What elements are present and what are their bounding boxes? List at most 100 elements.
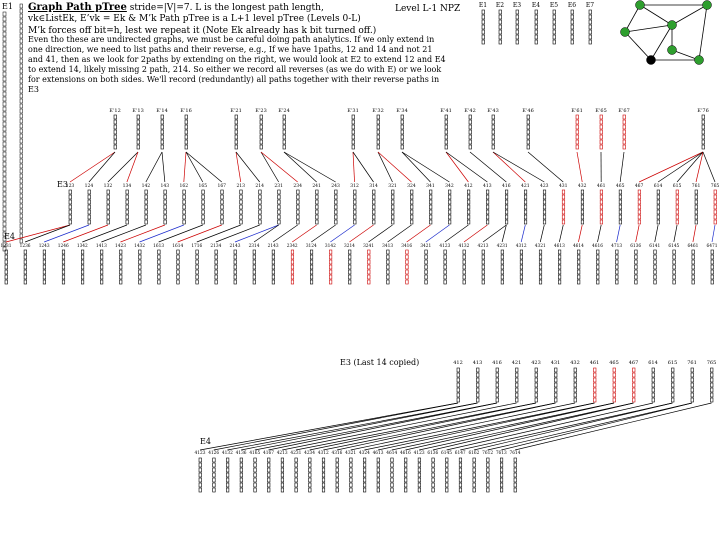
e3-last-entry-column-bit (554, 387, 558, 393)
e3-entry-column-bit (87, 204, 91, 210)
e4-bottom-entry-column-bit (417, 467, 421, 473)
e1-bit (2, 76, 7, 82)
e4-entry-column-bit (519, 264, 523, 270)
level2-column-bit (184, 144, 188, 150)
e4-entry-column-bit (386, 269, 390, 275)
e3-entry-column-bit (106, 219, 110, 225)
e3-last-entry-column-bit (476, 372, 480, 378)
graph-vertex (667, 20, 677, 30)
e4-bottom-entry-column-bit (417, 482, 421, 488)
level2-column-bit (575, 124, 579, 130)
e3-last-entry-column-bit (651, 377, 655, 383)
e4-bottom-entry-column-bit (500, 482, 504, 488)
e3-last-entry-column-bit (495, 392, 499, 398)
e4-entry-column-bit (519, 274, 523, 280)
level2-column-bit (599, 119, 603, 125)
e1-bit (2, 216, 7, 222)
e4-entry-column-bit (672, 259, 676, 265)
e4-entry-column-bit (443, 249, 447, 255)
e3-entry-column-bit (239, 214, 243, 220)
e3-last-entry-column-bit (710, 367, 714, 373)
e3-last-entry-column-bit (515, 372, 519, 378)
e3-entry-column-bit (448, 214, 452, 220)
e3-entry-column-bit (68, 199, 72, 205)
e4-bottom-entry-column-bit (458, 482, 463, 488)
e4-entry-column-bit (405, 249, 409, 255)
e4-entry-column-bit (233, 249, 237, 255)
level2-to-e3-edge (576, 151, 583, 183)
level2-column-bit (622, 114, 626, 120)
e3-entry-column-bit (429, 199, 433, 205)
e4-entry-column-bit (424, 264, 428, 270)
page-title: Graph Path pTree stride=|V|=7. L is the … (28, 2, 324, 13)
e3-entry-label: 234 (293, 183, 302, 189)
e1-right-bit (19, 143, 23, 149)
top-node-column-bit (570, 24, 574, 30)
e3-entry-column-bit (220, 199, 224, 205)
top-node-column-bit (515, 19, 519, 25)
e4-bottom-entry-column-bit (335, 457, 339, 463)
e1-right-bit (19, 238, 23, 244)
level2-column-bit (468, 139, 472, 145)
e4-entry-column-bit (481, 274, 485, 280)
e4-entry-column-bit (691, 249, 695, 255)
e3-entry-column-bit (163, 194, 167, 200)
level2-to-e3-edge (352, 151, 355, 183)
e4-entry-column-bit (329, 254, 333, 260)
top-node-column-bit (515, 29, 519, 35)
e4-entry-column-bit (81, 279, 85, 285)
level2-label: E’16 (180, 108, 192, 114)
level2-column-bit (400, 139, 404, 145)
e3-entry-label: 243 (331, 183, 340, 189)
e3-entry-column-bit (144, 219, 148, 225)
level2-column-bit (622, 124, 626, 130)
e3-entry-column-bit (125, 194, 129, 200)
e4-bottom-entry-column-bit (486, 462, 490, 468)
e3-entry-column-bit (675, 199, 679, 205)
e3-entry-column-bit (334, 219, 338, 225)
e3-entry-label: 314 (369, 183, 378, 189)
level2-column-bit (376, 144, 380, 150)
level2-to-e3-edge (657, 151, 704, 183)
level2-column-bit (184, 119, 188, 125)
e3-last-entry-column-bit (593, 377, 597, 383)
level2-column-bit (400, 144, 404, 150)
e4-bottom-entry-label: 6136 (427, 451, 438, 456)
e4-bottom-entry-column-bit (280, 487, 284, 493)
e3-last-entry-column-bit (495, 397, 499, 403)
e4-entry-column-bit (386, 279, 390, 285)
e3-entry-column-bit (637, 214, 641, 220)
e3-entry-column-bit (618, 199, 622, 205)
level2-column-bit (376, 114, 380, 120)
e3-entry-column-bit (220, 194, 224, 200)
e1-right-bit (19, 13, 23, 19)
e3-to-e4-edge (578, 224, 583, 243)
e3last-to-e4bottom-edge (432, 402, 634, 451)
e4-bottom-entry-column-bit (198, 472, 202, 478)
e3-entry-column-bit (239, 204, 243, 210)
e4-bottom-entry-column-bit (308, 482, 312, 488)
e4-entry-column-bit (424, 274, 428, 280)
e3-to-e4-edge (387, 224, 412, 243)
e1-bit (2, 36, 7, 42)
e3-label: E3 (57, 180, 68, 189)
e3-entry-column-bit (277, 199, 281, 205)
e3-to-e4-edge (234, 224, 279, 243)
e3-last-entry-label: 413 (473, 360, 483, 366)
e4-bottom-entry-column-bit (404, 477, 408, 483)
e4-bottom-entry-column-bit (458, 467, 463, 473)
e4-entry-column-bit (672, 254, 676, 260)
e4-entry-column-bit (405, 264, 409, 270)
level2-to-e3-edge (107, 151, 139, 183)
e1-bit (2, 186, 7, 192)
e3-entry-label: 421 (521, 183, 530, 189)
e4-entry-column-bit (481, 279, 485, 285)
e3-entry-column-bit (68, 204, 72, 210)
level2-label: E’61 (571, 108, 583, 114)
e3-last-entry-column-bit (612, 392, 616, 398)
e4-entry-column-bit (42, 249, 46, 255)
level2-label: E’34 (396, 108, 408, 114)
e3-entry-label: 615 (673, 183, 682, 189)
e1-right-bit (19, 18, 23, 24)
e4-bottom-entry-column-bit (404, 457, 408, 463)
